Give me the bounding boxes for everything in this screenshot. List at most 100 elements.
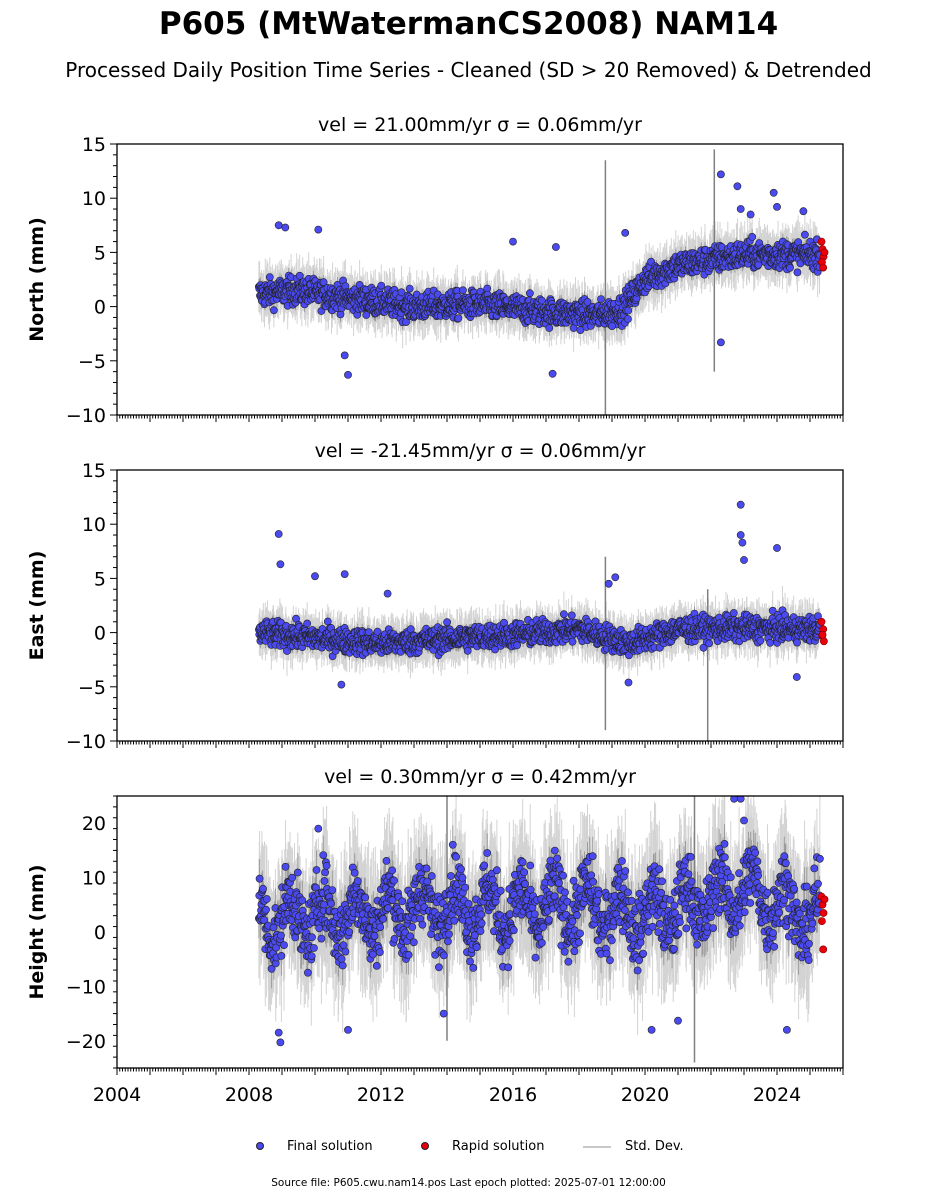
final-point-north-29 bbox=[265, 273, 274, 282]
final-outlier-north-17 bbox=[799, 207, 808, 216]
final-point-height-1077 bbox=[658, 877, 666, 886]
final-point-height-888 bbox=[587, 871, 596, 880]
final-point-height-705 bbox=[518, 858, 527, 867]
final-point-height-817 bbox=[560, 947, 569, 956]
final-point-north-545 bbox=[458, 286, 467, 295]
final-point-height-196 bbox=[328, 886, 337, 894]
final-point-height-177 bbox=[321, 868, 329, 877]
final-outlier-north-6 bbox=[548, 369, 557, 378]
final-point-height-1245 bbox=[720, 853, 729, 862]
final-point-height-813 bbox=[559, 871, 568, 880]
final-outlier-north-0 bbox=[274, 221, 283, 230]
final-point-height-494 bbox=[439, 951, 448, 960]
final-point-height-996 bbox=[627, 896, 636, 905]
final-point-height-410 bbox=[408, 923, 417, 931]
final-point-height-551 bbox=[461, 883, 469, 892]
final-point-east-558 bbox=[463, 647, 472, 655]
panel-east: vel = -21.45mm/yr σ = 0.06mm/yr East (mm)… bbox=[26, 440, 844, 753]
final-point-height-681 bbox=[509, 926, 518, 935]
final-point-height-775 bbox=[545, 915, 553, 924]
final-point-height-147 bbox=[309, 944, 318, 952]
final-point-height-437 bbox=[418, 920, 427, 929]
final-point-height-1075 bbox=[657, 888, 666, 897]
final-point-height-224 bbox=[338, 961, 347, 970]
panel-north-data bbox=[254, 149, 829, 415]
final-point-east-836 bbox=[567, 611, 576, 620]
time-series-plots: vel = 21.00mm/yr σ = 0.06mm/yr North (mm)… bbox=[26, 114, 844, 1106]
final-point-height-1313 bbox=[746, 899, 755, 907]
final-point-north-381 bbox=[397, 288, 406, 297]
final-point-height-1121 bbox=[674, 929, 683, 938]
final-point-height-141 bbox=[307, 952, 316, 960]
final-point-height-540 bbox=[457, 865, 465, 874]
final-point-height-400 bbox=[404, 951, 413, 959]
final-point-height-544 bbox=[458, 873, 467, 882]
final-outlier-east-2 bbox=[311, 572, 319, 581]
final-point-height-1334 bbox=[754, 871, 762, 880]
final-point-height-737 bbox=[530, 910, 539, 918]
rapid-point-north-0 bbox=[817, 237, 826, 246]
final-point-height-172 bbox=[319, 851, 328, 859]
final-point-height-309 bbox=[370, 932, 379, 940]
y-tick-label-east: 15 bbox=[82, 460, 106, 482]
final-point-height-670 bbox=[505, 936, 514, 945]
final-point-height-104 bbox=[293, 868, 302, 877]
final-point-height-341 bbox=[382, 857, 391, 865]
final-point-east-503 bbox=[443, 618, 451, 627]
final-point-north-878 bbox=[583, 297, 592, 306]
final-point-height-625 bbox=[488, 875, 497, 884]
final-point-east-1340 bbox=[756, 636, 765, 645]
final-point-height-221 bbox=[337, 955, 346, 963]
final-outlier-east-13 bbox=[773, 544, 781, 552]
final-outlier-north-5 bbox=[509, 237, 517, 246]
final-point-height-131 bbox=[303, 968, 312, 977]
final-outlier-east-14 bbox=[792, 673, 801, 681]
final-point-height-1154 bbox=[686, 853, 695, 861]
final-point-north-40 bbox=[269, 306, 278, 315]
final-point-height-1070 bbox=[655, 865, 664, 874]
final-point-height-711 bbox=[521, 880, 529, 888]
final-point-height-843 bbox=[570, 947, 579, 956]
final-point-height-791 bbox=[551, 846, 559, 855]
y-tick-label-east: −10 bbox=[66, 731, 106, 753]
final-point-height-938 bbox=[606, 956, 614, 965]
final-point-height-592 bbox=[476, 927, 485, 935]
final-point-east-690 bbox=[513, 641, 521, 650]
final-point-height-943 bbox=[607, 936, 616, 945]
final-point-height-1148 bbox=[684, 870, 693, 879]
final-point-north-776 bbox=[545, 324, 554, 332]
y-tick-label-north: 10 bbox=[82, 188, 106, 210]
rapid-point-north-4 bbox=[819, 263, 828, 272]
final-point-height-756 bbox=[537, 939, 546, 947]
final-point-height-89 bbox=[288, 873, 297, 882]
final-point-east-1203 bbox=[705, 639, 713, 648]
y-tick-label-east: 0 bbox=[94, 623, 106, 645]
final-point-height-518 bbox=[448, 840, 457, 849]
final-outlier-east-5 bbox=[383, 589, 392, 598]
final-point-height-595 bbox=[477, 919, 486, 928]
final-point-height-513 bbox=[446, 872, 455, 880]
final-point-north-1419 bbox=[786, 263, 794, 272]
final-point-height-1071 bbox=[655, 920, 664, 928]
final-outlier-north-7 bbox=[552, 243, 560, 251]
final-point-height-636 bbox=[492, 866, 501, 875]
final-outlier-east-7 bbox=[611, 573, 620, 582]
final-point-height-324 bbox=[376, 923, 385, 931]
final-point-height-1214 bbox=[709, 924, 718, 932]
final-point-height-2 bbox=[255, 874, 264, 883]
final-point-east-1494 bbox=[814, 612, 822, 620]
final-point-height-522 bbox=[450, 916, 459, 925]
final-outlier-east-4 bbox=[337, 680, 346, 689]
final-point-height-167 bbox=[317, 934, 326, 943]
final-point-height-383 bbox=[398, 897, 407, 906]
rapid-point-east-4 bbox=[818, 630, 827, 639]
final-point-height-332 bbox=[379, 915, 388, 923]
final-point-height-838 bbox=[568, 917, 577, 926]
final-point-height-802 bbox=[555, 879, 563, 887]
final-point-height-594 bbox=[477, 910, 486, 919]
final-point-north-986 bbox=[624, 315, 632, 323]
final-point-height-161 bbox=[315, 924, 324, 933]
final-point-height-739 bbox=[531, 953, 540, 962]
final-point-north-1318 bbox=[748, 232, 757, 241]
final-point-height-929 bbox=[602, 949, 611, 958]
